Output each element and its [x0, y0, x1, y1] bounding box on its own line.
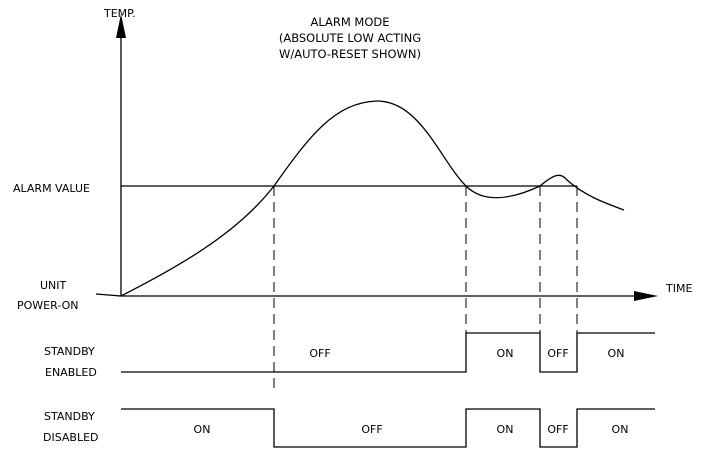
standby-enabled-waveform [121, 332, 655, 373]
standby-disabled-waveform [121, 408, 655, 448]
temperature-curve [120, 100, 625, 297]
standby-disabled-state-4: OFF [547, 423, 568, 436]
standby-enabled-state-2: ON [497, 347, 514, 360]
time-axis-arrow [634, 291, 658, 301]
power-on-label: POWER-ON [17, 299, 78, 312]
temperature-axis-label: TEMP. [103, 7, 136, 20]
title-line-1: ALARM MODE [310, 15, 389, 29]
standby-disabled-state-1: ON [194, 423, 211, 436]
title-line-3: W/AUTO-RESET SHOWN) [279, 47, 421, 61]
alarm-value-label: ALARM VALUE [13, 182, 90, 195]
standby-enabled-label-1: STANDBY [44, 345, 95, 358]
title-line-2: (ABSOLUTE LOW ACTING [279, 31, 421, 45]
standby-disabled-label-1: STANDBY [44, 410, 95, 423]
standby-disabled-label-2: DISABLED [43, 431, 99, 444]
time-axis-label: TIME [665, 282, 692, 295]
unit-label: UNIT [40, 279, 67, 292]
standby-enabled-label-2: ENABLED [45, 366, 97, 379]
standby-disabled-state-5: ON [612, 423, 629, 436]
temperature-axis-arrow [116, 14, 126, 38]
standby-disabled-state-2: OFF [361, 423, 382, 436]
power-on-marker [95, 293, 122, 297]
standby-enabled-state-4: ON [608, 347, 625, 360]
standby-enabled-state-3: OFF [547, 347, 568, 360]
standby-disabled-state-3: ON [497, 423, 514, 436]
standby-enabled-state-1: OFF [309, 347, 330, 360]
